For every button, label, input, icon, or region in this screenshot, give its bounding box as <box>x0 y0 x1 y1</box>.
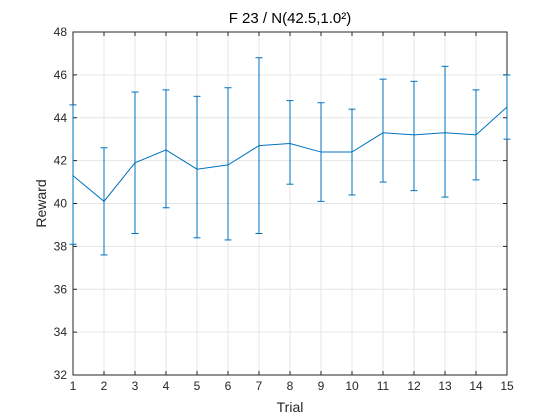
y-tick-label: 34 <box>54 325 68 339</box>
data-point <box>351 151 353 153</box>
y-tick-label: 38 <box>54 239 68 253</box>
data-point <box>320 151 322 153</box>
x-tick-label: 5 <box>194 379 201 393</box>
x-tick-label: 11 <box>377 379 390 393</box>
data-point <box>475 134 477 136</box>
x-tick-label: 2 <box>101 379 108 393</box>
y-axis-title: Reward <box>33 179 49 227</box>
x-tick-label: 8 <box>287 379 294 393</box>
x-tick-label: 3 <box>132 379 139 393</box>
grid-layer <box>72 31 508 376</box>
y-tick-label: 48 <box>54 25 68 39</box>
data-point <box>227 164 229 166</box>
x-tick-label: 14 <box>469 379 483 393</box>
x-axis-title: Trial <box>277 399 304 415</box>
y-tick-label: 42 <box>54 154 68 168</box>
y-tick-label: 36 <box>54 282 68 296</box>
data-point <box>413 134 415 136</box>
data-point <box>382 132 384 134</box>
data-point <box>258 145 260 147</box>
y-tick-label: 40 <box>54 197 68 211</box>
x-tick-label: 9 <box>318 379 325 393</box>
x-tick-label: 7 <box>256 379 263 393</box>
x-tick-label: 13 <box>438 379 452 393</box>
y-tick-label: 44 <box>54 111 68 125</box>
data-point <box>134 162 136 164</box>
x-tick-label: 12 <box>407 379 421 393</box>
y-tick-label: 32 <box>54 368 68 382</box>
series-layer <box>69 57 511 256</box>
x-tick-label: 6 <box>225 379 232 393</box>
data-point <box>444 132 446 134</box>
x-tick-label: 1 <box>70 379 77 393</box>
x-tick-label: 15 <box>500 379 514 393</box>
x-tick-label: 4 <box>163 379 170 393</box>
x-tick-label: 10 <box>345 379 359 393</box>
data-point <box>506 106 508 108</box>
data-point <box>103 200 105 202</box>
y-tick-label: 46 <box>54 68 68 82</box>
data-point <box>196 168 198 170</box>
data-point <box>289 142 291 145</box>
chart-title: F 23 / N(42.5,1.0²) <box>229 10 352 27</box>
data-point <box>165 149 167 151</box>
data-point <box>72 175 74 177</box>
